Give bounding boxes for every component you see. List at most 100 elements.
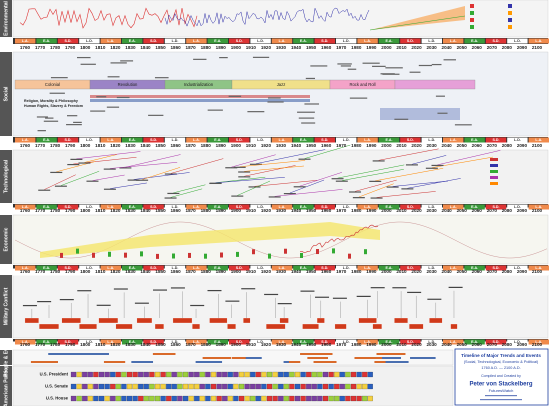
conflict-bar xyxy=(209,317,228,324)
year-label: 2070 xyxy=(487,208,498,213)
cycle-label: S.D. xyxy=(150,39,157,43)
term-cell xyxy=(289,395,295,402)
projection-line xyxy=(369,15,466,31)
cycle-label: L.A. xyxy=(107,39,114,43)
innovation-note xyxy=(238,176,251,178)
legend-box xyxy=(490,158,498,161)
term-cell xyxy=(362,395,368,402)
cycle-segment xyxy=(271,137,293,143)
cycle-segment xyxy=(15,137,36,143)
innovation-link xyxy=(254,180,318,187)
person-bar xyxy=(152,353,176,355)
term-cell xyxy=(182,383,189,390)
term-cell xyxy=(300,371,306,378)
year-label: 1800 xyxy=(80,342,91,347)
year-label: 1870 xyxy=(186,208,197,213)
year-label: 1820 xyxy=(110,269,121,274)
year-label: 1860 xyxy=(170,208,181,213)
innovation-note xyxy=(401,188,414,190)
economic-marker xyxy=(252,249,255,255)
cycle-label: S.D. xyxy=(493,340,500,344)
cycle-label: L.D. xyxy=(86,340,93,344)
cycle-segment xyxy=(207,265,228,271)
term-cell xyxy=(227,383,233,390)
event-note xyxy=(409,71,421,73)
innovation-note xyxy=(298,158,311,160)
cycle-label: L.A. xyxy=(107,340,114,344)
term-cell xyxy=(250,383,256,390)
term-cell xyxy=(238,383,245,390)
cycle-label: L.A. xyxy=(107,138,114,142)
term-cell xyxy=(194,383,200,390)
year-label: 2010 xyxy=(396,269,407,274)
cycle-segment xyxy=(357,204,378,210)
term-cell xyxy=(278,383,284,390)
year-label: 1880 xyxy=(201,45,212,50)
term-cell xyxy=(306,383,312,390)
cycle-segment xyxy=(57,38,79,44)
term-cell xyxy=(261,371,267,378)
temperature-line xyxy=(19,7,198,29)
year-label: 1940 xyxy=(291,342,302,347)
cycle-label: E.A. xyxy=(129,138,136,142)
cycle-segment xyxy=(357,265,378,271)
innovation-link xyxy=(44,174,76,190)
term-cell xyxy=(115,371,121,378)
year-label: 2030 xyxy=(426,45,437,50)
year-label: 1760 xyxy=(20,269,31,274)
cycle-segment xyxy=(164,38,186,44)
term-cell xyxy=(216,395,222,402)
year-label: 1950 xyxy=(306,269,317,274)
cycle-segment xyxy=(57,339,79,345)
cycle-segment xyxy=(36,204,57,210)
term-cell xyxy=(294,371,301,378)
event-note xyxy=(372,65,386,67)
year-label: 1930 xyxy=(276,143,287,148)
cycle-segment xyxy=(507,339,528,345)
cycle-segment xyxy=(443,38,464,44)
term-cell xyxy=(132,371,138,378)
person-bar xyxy=(195,361,223,363)
innovation-note xyxy=(349,191,362,193)
event-note xyxy=(304,103,320,105)
cycle-label: L.A. xyxy=(193,205,200,209)
cycle-label: S.D. xyxy=(236,266,243,270)
cycle-segment xyxy=(250,339,271,345)
event-note xyxy=(77,56,91,59)
term-cell xyxy=(334,383,340,390)
cycle-segment xyxy=(336,137,357,143)
conflict-bar xyxy=(115,323,133,330)
event-note xyxy=(110,62,127,64)
cycle-label: L.A. xyxy=(279,205,286,209)
event-note xyxy=(154,77,169,79)
innovation-note xyxy=(86,180,99,182)
cycle-label: L.A. xyxy=(22,205,29,209)
event-note xyxy=(297,111,315,113)
innovation-link xyxy=(133,172,190,180)
economic-marker xyxy=(348,253,351,259)
term-cell xyxy=(98,383,105,390)
year-label: 2030 xyxy=(426,143,437,148)
innovation-note xyxy=(50,171,63,174)
year-label: 1820 xyxy=(110,45,121,50)
event-note xyxy=(43,120,59,122)
cycle-label: S.D. xyxy=(321,205,328,209)
cycle-label: E.A. xyxy=(129,39,136,43)
legend-box xyxy=(490,164,498,167)
cycle-segment xyxy=(421,137,442,143)
event-note xyxy=(36,116,48,118)
year-label: 1950 xyxy=(306,143,317,148)
term-cell xyxy=(110,395,116,402)
cycle-segment xyxy=(507,204,528,210)
section-tab xyxy=(0,52,12,136)
cycle-segment xyxy=(464,137,485,143)
term-cell xyxy=(289,371,295,378)
section-tab xyxy=(0,350,12,365)
cycle-segment xyxy=(122,137,143,143)
cycle-segment xyxy=(464,339,485,345)
cycle-label: E.A. xyxy=(43,205,50,209)
year-row xyxy=(13,207,548,215)
conflict-note xyxy=(190,304,205,307)
innovation-note xyxy=(103,188,116,190)
cycle-label: S.D. xyxy=(407,138,414,142)
